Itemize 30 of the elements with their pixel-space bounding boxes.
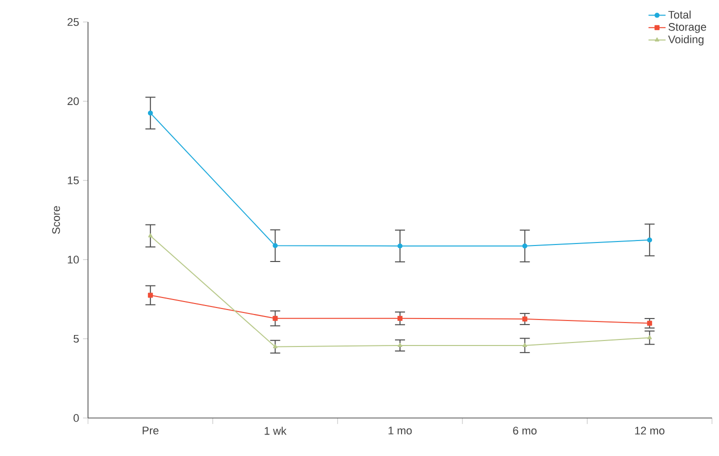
x-tick-label: 1 mo — [388, 426, 412, 434]
point — [522, 316, 528, 322]
legend-label: Storage — [668, 23, 706, 33]
point — [272, 243, 278, 248]
x-tick-label: Pre — [142, 426, 158, 434]
point — [398, 316, 402, 321]
legend-label: Total — [668, 10, 691, 19]
x-tick-label: 1 wk — [264, 426, 287, 435]
y-tick-label: 25 — [68, 18, 79, 26]
x-tick-label: 12 mo — [635, 426, 664, 435]
point — [398, 342, 402, 347]
point — [522, 342, 528, 347]
point — [647, 320, 652, 326]
point — [148, 292, 153, 298]
point — [148, 110, 153, 116]
point — [647, 335, 652, 340]
point — [272, 316, 278, 321]
point — [647, 237, 652, 242]
y-tick-label: 5 — [74, 334, 79, 343]
y-tick-label: 10 — [68, 256, 79, 264]
y-axis-title: Score — [52, 206, 60, 234]
point — [148, 233, 153, 238]
y-tick-label: 20 — [68, 97, 79, 106]
legend-label: Voiding — [668, 35, 704, 46]
x-tick-label: 6 mo — [513, 426, 537, 435]
y-tick-label: 0 — [74, 414, 79, 422]
point — [272, 344, 278, 348]
y-tick-label: 15 — [68, 176, 79, 184]
point — [522, 243, 528, 248]
point — [398, 243, 402, 248]
